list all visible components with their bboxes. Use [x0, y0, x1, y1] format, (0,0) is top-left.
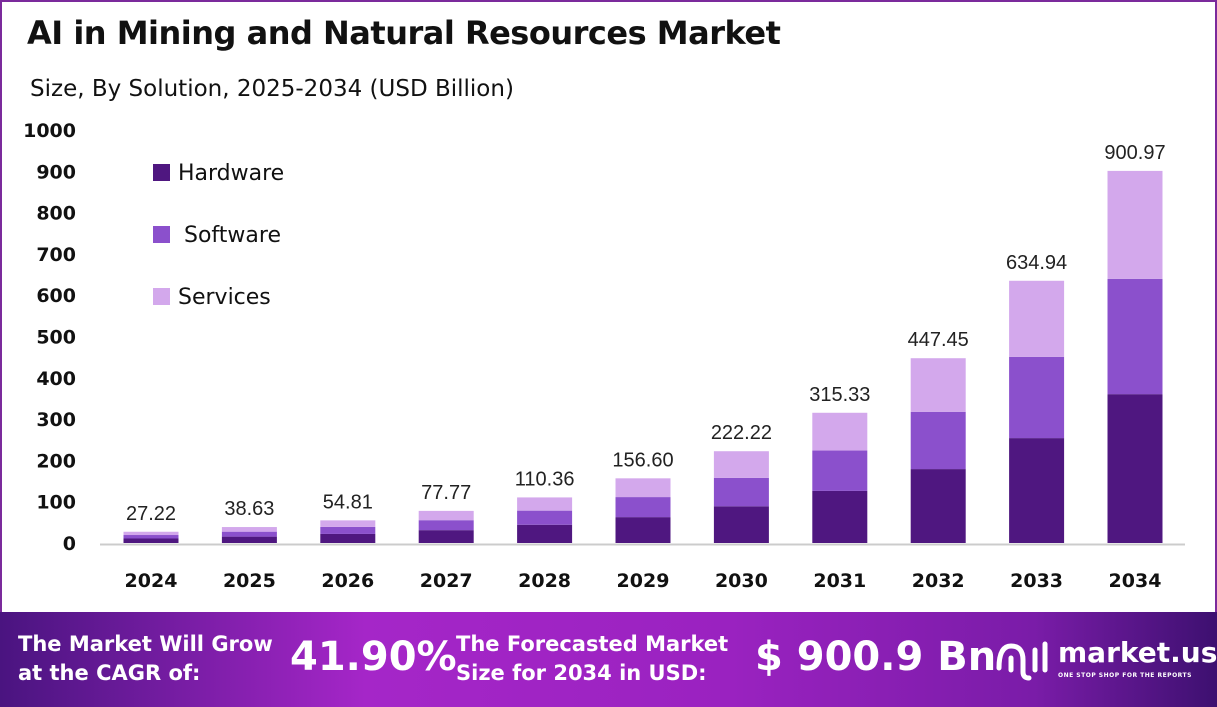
y-tick-label: 400 [36, 368, 76, 390]
bar-segment-software [812, 450, 868, 491]
bar-segment-services [812, 412, 868, 451]
y-tick-label: 100 [36, 492, 76, 514]
forecast-label: The Forecasted Market Size for 2034 in U… [456, 630, 728, 688]
bar-segment-software [123, 535, 179, 539]
bar-segment-hardware [517, 524, 573, 543]
x-tick-label: 2029 [617, 570, 670, 592]
x-tick-label: 2027 [420, 570, 473, 592]
bar-total-label: 27.22 [126, 503, 176, 525]
bar-total-label: 77.77 [421, 482, 471, 504]
summary-banner: The Market Will Grow at the CAGR of: 41.… [0, 612, 1217, 707]
legend-swatch-software [153, 226, 170, 243]
bar-segment-hardware [713, 506, 769, 543]
bar-segment-software [517, 510, 573, 525]
y-tick-label: 200 [36, 450, 76, 472]
y-tick-label: 300 [36, 409, 76, 431]
bar-segment-hardware [221, 536, 277, 543]
bar-segment-hardware [320, 533, 376, 543]
bar-total-label: 222.22 [711, 422, 772, 444]
y-tick-label: 900 [36, 161, 76, 183]
x-tick-label: 2031 [813, 570, 866, 592]
bar-segment-services [320, 520, 376, 527]
cagr-value: 41.90% [290, 634, 457, 680]
bar-segment-software [320, 526, 376, 534]
cagr-label-line1: The Market Will Grow [18, 632, 273, 656]
bar-segment-software [615, 497, 671, 518]
bar-segment-services [1009, 280, 1065, 357]
bar-segment-hardware [615, 517, 671, 543]
bar-total-label: 38.63 [224, 498, 274, 520]
y-tick-label: 1000 [23, 120, 76, 142]
bar-total-label: 54.81 [323, 491, 373, 513]
bar-segment-software [910, 411, 966, 470]
x-tick-label: 2030 [715, 570, 768, 592]
bar-segment-services [910, 358, 966, 412]
bar-segment-software [1009, 356, 1065, 439]
bar-total-label: 156.60 [612, 449, 673, 471]
bar-segment-software [418, 520, 474, 531]
bar-segment-services [221, 527, 277, 532]
bar-segment-services [517, 497, 573, 511]
y-tick-label: 700 [36, 244, 76, 266]
x-tick-label: 2026 [321, 570, 374, 592]
bar-segment-hardware [910, 469, 966, 543]
bar-segment-hardware [1009, 438, 1065, 543]
bar-segment-hardware [812, 490, 868, 543]
bar-segment-services [123, 531, 179, 536]
cagr-label-line2: at the CAGR of: [18, 661, 201, 685]
y-tick-label: 800 [36, 203, 76, 225]
logo-tagline: ONE STOP SHOP FOR THE REPORTS [1058, 672, 1192, 679]
chart-subtitle: Size, By Solution, 2025-2034 (USD Billio… [30, 76, 514, 102]
cagr-label: The Market Will Grow at the CAGR of: [18, 630, 273, 688]
bar-segment-services [615, 478, 671, 498]
legend-label: Software [184, 223, 281, 248]
bar-segment-software [221, 531, 277, 537]
bar-segment-hardware [123, 538, 179, 543]
bar-segment-hardware [418, 530, 474, 543]
forecast-label-line2: Size for 2034 in USD: [456, 661, 707, 685]
x-tick-label: 2024 [125, 570, 178, 592]
x-tick-label: 2028 [518, 570, 571, 592]
y-tick-label: 0 [63, 533, 76, 555]
bar-segment-services [713, 451, 769, 478]
bar-total-label: 315.33 [809, 384, 870, 406]
legend-label: Hardware [178, 161, 284, 186]
bar-segment-software [1107, 278, 1163, 395]
x-tick-label: 2034 [1109, 570, 1162, 592]
logo-name: market.us [1058, 636, 1217, 669]
x-tick-label: 2033 [1010, 570, 1063, 592]
bar-segment-services [418, 510, 474, 521]
stacked-bar-chart: 0 100 200 300 400 500 600 700 800 900 1000 27.22 202… [23, 120, 1185, 592]
legend-swatch-hardware [153, 164, 170, 181]
forecast-label-line1: The Forecasted Market [456, 632, 729, 656]
bar-total-label: 900.97 [1104, 142, 1165, 164]
y-tick-label: 500 [36, 327, 76, 349]
bar-segment-hardware [1107, 394, 1163, 543]
chart-title: AI in Mining and Natural Resources Marke… [27, 14, 781, 52]
bar-total-label: 634.94 [1006, 252, 1067, 274]
bar-total-label: 110.36 [515, 468, 575, 490]
bar-segment-software [713, 477, 769, 507]
legend-label: Services [178, 285, 271, 310]
x-tick-label: 2032 [912, 570, 965, 592]
legend-swatch-services [153, 288, 170, 305]
bar-total-label: 447.45 [908, 329, 969, 351]
x-tick-label: 2025 [223, 570, 276, 592]
bar-segment-services [1107, 170, 1163, 279]
market-us-logo-icon [996, 641, 1048, 681]
y-tick-label: 600 [36, 285, 76, 307]
forecast-value: $ 900.9 Bn [755, 634, 997, 680]
